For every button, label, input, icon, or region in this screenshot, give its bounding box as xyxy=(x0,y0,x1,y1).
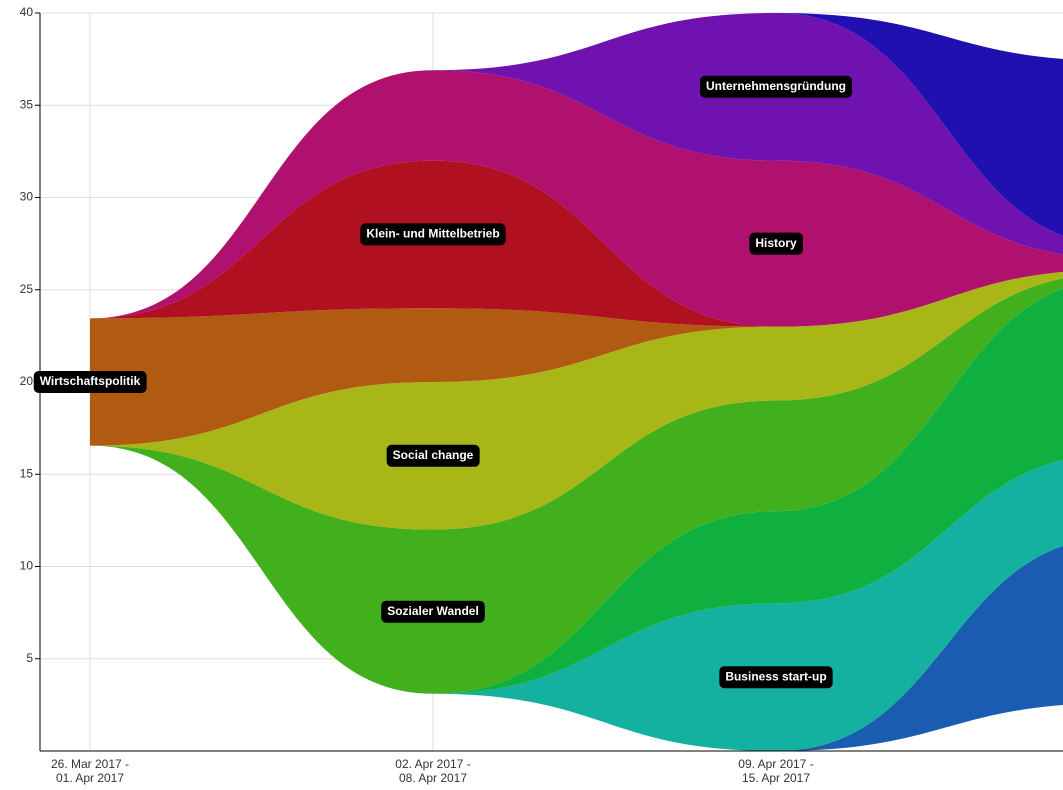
x-tick-label: 09. Apr 2017 - 15. Apr 2017 xyxy=(738,757,814,785)
stream-area xyxy=(90,445,1063,751)
stream-area xyxy=(90,271,1063,446)
legend-label: Wirtschaftspolitik xyxy=(40,374,141,388)
legend-label: History xyxy=(755,236,797,250)
label-box xyxy=(386,444,480,467)
y-tick-label: 10 xyxy=(20,559,34,573)
legend-label: Social change xyxy=(393,448,474,462)
legend-label: Business start-up xyxy=(725,669,826,683)
label-box xyxy=(381,600,485,623)
label-box xyxy=(33,371,147,393)
stream-area xyxy=(90,13,1063,319)
stream-labels: Business start-up Sozialer Wandel Social c… xyxy=(33,75,852,689)
y-tick-label: 40 xyxy=(20,5,34,19)
label-box xyxy=(700,75,852,98)
stream-label: Sozialer Wandel xyxy=(381,600,485,623)
stream-area xyxy=(90,278,1063,694)
legend-label: Unternehmensgründung xyxy=(706,79,846,93)
stream-area xyxy=(90,288,1063,694)
stream-label: Social change xyxy=(386,444,480,467)
stream-area xyxy=(90,271,1063,530)
y-tick-label: 25 xyxy=(20,282,34,296)
stream-label: Klein- und Mittelbetrieb xyxy=(360,223,506,246)
label-box xyxy=(749,232,803,255)
stream-area xyxy=(90,160,1063,327)
y-tick-label: 35 xyxy=(20,97,34,111)
y-tick-label: 30 xyxy=(20,190,34,204)
x-tick-label: 26. Mar 2017 - 01. Apr 2017 xyxy=(50,757,130,785)
label-box xyxy=(360,223,506,246)
y-tick-label: 20 xyxy=(20,374,34,388)
y-tick-label: 5 xyxy=(26,651,33,665)
stream-label: Unternehmensgründung xyxy=(700,75,852,98)
streams xyxy=(90,13,1063,751)
y-tick-label: 15 xyxy=(20,466,34,480)
stream-label: Wirtschaftspolitik xyxy=(33,371,147,393)
stream-area xyxy=(90,70,1063,327)
legend-label: Klein- und Mittelbetrieb xyxy=(366,227,499,241)
label-box xyxy=(719,666,833,689)
x-tick-label: 02. Apr 2017 - 08. Apr 2017 xyxy=(395,757,471,785)
legend-label: Sozialer Wandel xyxy=(387,604,479,618)
stream-label: History xyxy=(749,232,803,255)
stream-label: Business start-up xyxy=(719,666,833,689)
